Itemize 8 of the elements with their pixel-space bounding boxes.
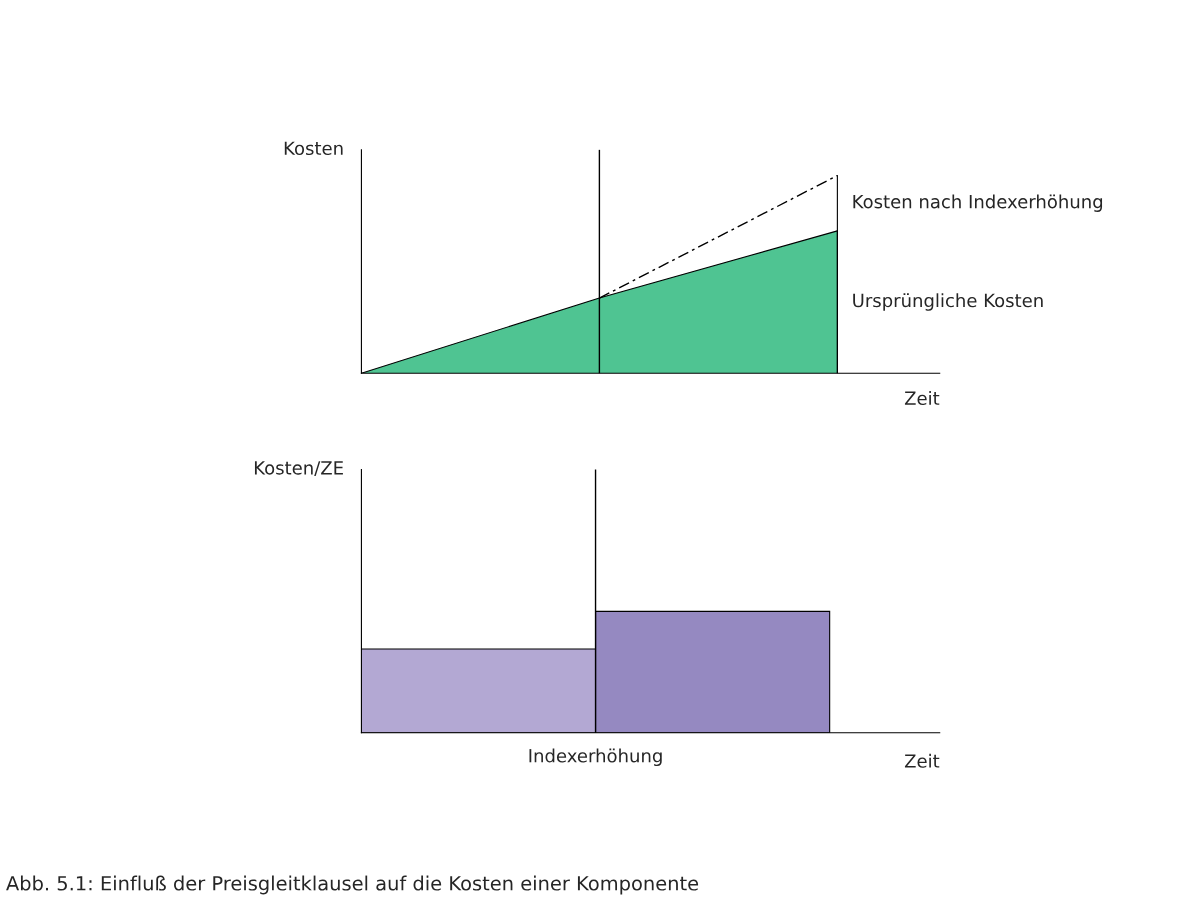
series-label: Kosten nach Indexerhöhung bbox=[853, 194, 1103, 212]
y-axis-title: Kosten bbox=[284, 141, 343, 156]
series-label: Ursprüngliche Kosten bbox=[853, 293, 1043, 311]
x-axis-title: Zeit bbox=[904, 391, 940, 406]
x-axis-title: Zeit bbox=[904, 753, 940, 768]
text: Indexerhöhung bbox=[529, 748, 662, 767]
y-axis-title: Kosten/ZE bbox=[254, 461, 343, 477]
caption: Abb. 5.1: Einfluß der Preisgleitklausel auf die Kosten einer Komponente bbox=[6, 875, 699, 895]
